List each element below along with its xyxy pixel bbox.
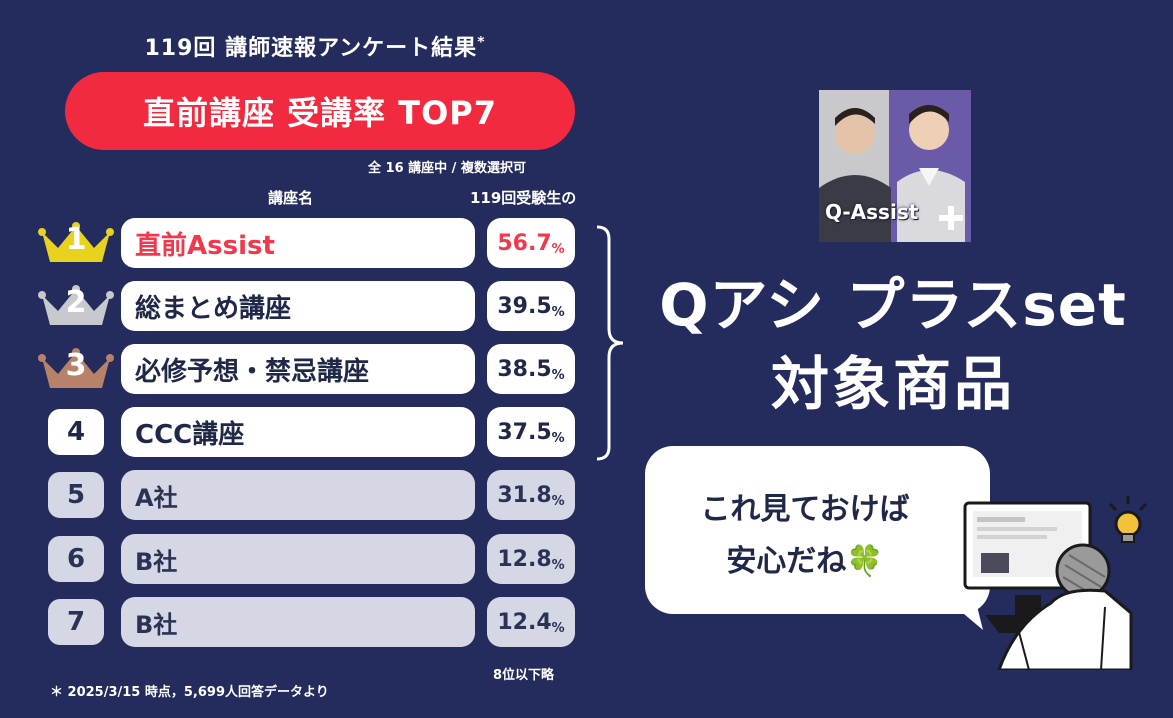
crown-gold-icon: [38, 222, 114, 262]
ranking-row-1: 1 直前Assist 56.7%: [38, 218, 578, 268]
lightbulb-icon: [1108, 496, 1148, 543]
course-rate: 37.5%: [487, 407, 575, 457]
clover-icon: 🍀: [846, 544, 884, 579]
rank-number: 5: [48, 472, 104, 518]
selection-note: 全 16 講座中 / 複数選択可: [368, 161, 526, 176]
product-label: Q-Assist: [825, 200, 919, 224]
omitted-note: 8位以下略: [493, 668, 555, 683]
course-rate: 31.8%: [487, 470, 575, 520]
product-thumbnail: Q-Assist: [819, 90, 971, 242]
course-name: B社: [121, 597, 475, 647]
survey-title: 119回 講師速報アンケート結果*: [144, 34, 486, 61]
student-illustration: [963, 501, 1133, 670]
instructors-illustration: [819, 90, 971, 242]
course-rate: 12.8%: [487, 534, 575, 584]
brace-divider: [596, 225, 624, 461]
survey-asterisk: *: [477, 34, 486, 51]
course-name: 必修予想・禁忌講座: [121, 344, 475, 394]
column-header-rate: 119回受験生の: [470, 189, 577, 207]
promo-subheadline: 対象商品: [770, 350, 1015, 418]
course-rate: 12.4%: [487, 597, 575, 647]
rank-number: 2: [65, 285, 87, 320]
footnote: ＊ 2025/3/15 時点，5,699人回答データより: [50, 685, 329, 700]
main-title: 直前講座 受講率 TOP7: [65, 72, 575, 150]
ranking-row-7: 7 B社 12.4%: [38, 597, 578, 647]
ranking-row-5: 5 A社 31.8%: [38, 470, 578, 520]
rank-number: 4: [48, 409, 104, 455]
speech-bubble-text: これ見ておけば 安心だね🍀: [700, 492, 910, 579]
promo-headline: Qアシ プラスset: [659, 271, 1127, 339]
ranking-row-6: 6 B社 12.8%: [38, 534, 578, 584]
ranking-row-2: 2 総まとめ講座 39.5%: [38, 281, 578, 331]
column-header-course: 講座名: [268, 189, 314, 207]
course-name: A社: [121, 470, 475, 520]
course-rate: 39.5%: [487, 281, 575, 331]
rank-number: 6: [48, 536, 104, 582]
course-name: 直前Assist: [121, 218, 475, 268]
rank-number: 1: [65, 222, 87, 257]
course-rate: 38.5%: [487, 344, 575, 394]
speech-bubble: [645, 446, 990, 614]
course-name: B社: [121, 534, 475, 584]
rank-number: 7: [48, 599, 104, 645]
speech-bubble-tail: [945, 598, 983, 630]
ranking-row-3: 3 必修予想・禁忌講座 38.5%: [38, 344, 578, 394]
course-name: 総まとめ講座: [121, 281, 475, 331]
course-rate: 56.7%: [487, 218, 575, 268]
rank-number: 3: [65, 348, 87, 383]
ranking-row-4: 4 CCC講座 37.5%: [38, 407, 578, 457]
crown-silver-icon: [38, 285, 114, 325]
course-name: CCC講座: [121, 407, 475, 457]
crown-bronze-icon: [38, 348, 114, 388]
plus-badge-icon: [939, 206, 963, 230]
